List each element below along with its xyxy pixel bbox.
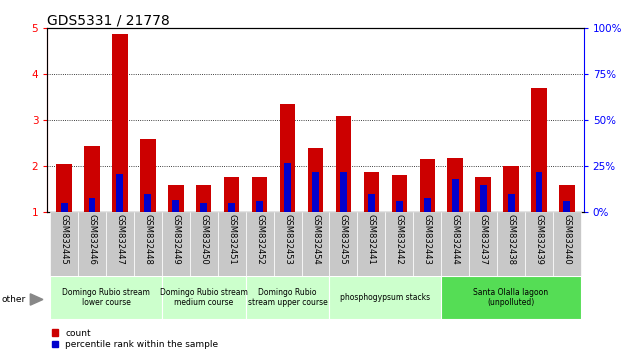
- Text: GSM832441: GSM832441: [367, 214, 376, 265]
- Text: GSM832442: GSM832442: [395, 214, 404, 265]
- Bar: [396, 201, 403, 212]
- Bar: [140, 139, 156, 212]
- Text: GSM832437: GSM832437: [478, 214, 488, 265]
- Polygon shape: [30, 294, 43, 305]
- Bar: [357, 212, 386, 276]
- Bar: [480, 185, 487, 212]
- Bar: [386, 212, 413, 276]
- Legend: count, percentile rank within the sample: count, percentile rank within the sample: [52, 329, 218, 349]
- Bar: [312, 172, 319, 212]
- Text: GSM832451: GSM832451: [227, 214, 236, 265]
- Bar: [363, 172, 379, 212]
- Bar: [162, 212, 190, 276]
- Text: GSM832454: GSM832454: [311, 214, 320, 265]
- Bar: [112, 34, 127, 212]
- Bar: [368, 194, 375, 212]
- Bar: [78, 212, 106, 276]
- Bar: [274, 212, 302, 276]
- Text: GSM832445: GSM832445: [59, 214, 69, 265]
- Bar: [88, 198, 95, 212]
- Bar: [413, 212, 441, 276]
- Bar: [228, 203, 235, 212]
- Bar: [392, 175, 407, 212]
- Bar: [172, 200, 179, 212]
- Bar: [245, 276, 329, 319]
- Text: GSM832449: GSM832449: [172, 214, 180, 265]
- Text: GSM832450: GSM832450: [199, 214, 208, 265]
- Bar: [531, 88, 546, 212]
- Text: GSM832440: GSM832440: [562, 214, 572, 265]
- Text: GSM832443: GSM832443: [423, 214, 432, 265]
- Bar: [336, 116, 351, 212]
- Bar: [200, 203, 207, 212]
- Text: Domingo Rubio
stream upper course: Domingo Rubio stream upper course: [248, 288, 327, 307]
- Bar: [162, 276, 245, 319]
- Bar: [168, 185, 184, 212]
- Text: Santa Olalla lagoon
(unpolluted): Santa Olalla lagoon (unpolluted): [473, 288, 548, 307]
- Bar: [447, 158, 463, 212]
- Bar: [452, 179, 459, 212]
- Bar: [190, 212, 218, 276]
- Bar: [61, 203, 68, 212]
- Bar: [536, 172, 543, 212]
- Bar: [329, 212, 357, 276]
- Text: GDS5331 / 21778: GDS5331 / 21778: [47, 13, 170, 27]
- Bar: [475, 177, 491, 212]
- Bar: [284, 163, 291, 212]
- Text: GSM832448: GSM832448: [143, 214, 153, 265]
- Bar: [563, 201, 570, 212]
- Text: GSM832439: GSM832439: [534, 214, 543, 265]
- Bar: [441, 276, 581, 319]
- Bar: [245, 212, 274, 276]
- Bar: [302, 212, 329, 276]
- Bar: [329, 276, 441, 319]
- Bar: [507, 194, 514, 212]
- Bar: [424, 198, 431, 212]
- Bar: [308, 148, 323, 212]
- Bar: [196, 185, 211, 212]
- Bar: [441, 212, 469, 276]
- Bar: [525, 212, 553, 276]
- Bar: [469, 212, 497, 276]
- Bar: [256, 201, 263, 212]
- Bar: [56, 164, 72, 212]
- Bar: [497, 212, 525, 276]
- Text: GSM832444: GSM832444: [451, 214, 459, 265]
- Bar: [224, 177, 239, 212]
- Text: phosphogypsum stacks: phosphogypsum stacks: [340, 293, 430, 302]
- Bar: [553, 212, 581, 276]
- Bar: [559, 185, 575, 212]
- Text: Domingo Rubio stream
medium course: Domingo Rubio stream medium course: [160, 288, 248, 307]
- Text: GSM832446: GSM832446: [88, 214, 97, 265]
- Bar: [340, 172, 347, 212]
- Bar: [218, 212, 245, 276]
- Bar: [144, 194, 151, 212]
- Bar: [134, 212, 162, 276]
- Text: other: other: [2, 295, 26, 304]
- Bar: [420, 160, 435, 212]
- Text: GSM832452: GSM832452: [255, 214, 264, 265]
- Text: Domingo Rubio stream
lower course: Domingo Rubio stream lower course: [62, 288, 150, 307]
- Bar: [252, 177, 268, 212]
- Bar: [50, 276, 162, 319]
- Bar: [106, 212, 134, 276]
- Bar: [117, 174, 124, 212]
- Bar: [504, 166, 519, 212]
- Text: GSM832455: GSM832455: [339, 214, 348, 265]
- Bar: [85, 146, 100, 212]
- Bar: [50, 212, 78, 276]
- Text: GSM832447: GSM832447: [115, 214, 124, 265]
- Text: GSM832453: GSM832453: [283, 214, 292, 265]
- Bar: [280, 104, 295, 212]
- Text: GSM832438: GSM832438: [507, 214, 516, 265]
